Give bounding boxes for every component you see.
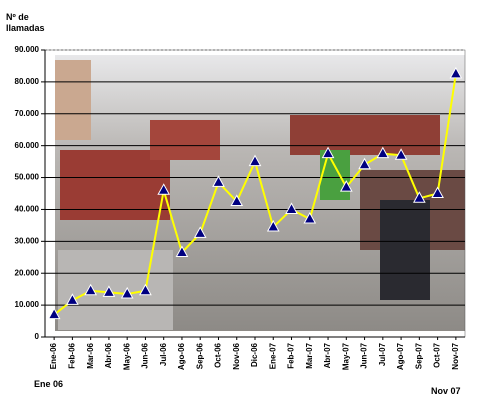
x-tick-label: Mar-06	[86, 342, 95, 368]
x-tick-label: Feb-06	[68, 342, 77, 368]
y-axis-label: Nº de llamadas	[6, 12, 45, 33]
marker	[120, 286, 134, 299]
y-tick-label: 20.000	[15, 268, 40, 277]
marker	[47, 307, 61, 320]
x-tick-label: May-07	[341, 342, 350, 370]
range-end-label: Nov 07	[431, 386, 461, 396]
y-tick-label: 40.000	[15, 205, 40, 214]
x-tick-label: Nov-07	[451, 342, 460, 369]
range-start-label: Ene 06	[34, 379, 64, 389]
x-tick-label: Jun-06	[141, 342, 150, 368]
y-tick-label: 90.000	[15, 45, 40, 54]
y-tick-label: 80.000	[15, 77, 40, 86]
x-tick-label: Abr-07	[323, 342, 332, 368]
marker	[376, 146, 390, 159]
marker	[285, 202, 298, 214]
y-tick-label: 30.000	[15, 236, 40, 245]
marker	[431, 186, 444, 198]
x-tick-label: Dic-06	[250, 342, 259, 367]
marker	[157, 183, 171, 195]
x-tick-label: Ago-06	[177, 342, 186, 370]
marker	[66, 293, 79, 305]
y-tick-label: 0	[35, 332, 40, 341]
marker	[175, 245, 189, 257]
marker	[84, 283, 97, 296]
marker	[339, 180, 353, 192]
marker	[248, 154, 262, 167]
marker	[449, 66, 463, 79]
x-tick-label: Jun-07	[360, 342, 369, 368]
x-tick-label: Jul-07	[378, 342, 387, 366]
marker	[321, 146, 335, 159]
x-tick-label: Sep-06	[195, 342, 204, 369]
x-tick-label: Mar-07	[305, 342, 314, 368]
x-tick-label: Ene-07	[268, 342, 277, 369]
marker	[102, 285, 116, 297]
marker	[394, 148, 408, 160]
x-tick-label: Sep-07	[414, 342, 423, 369]
marker	[230, 194, 244, 206]
marker	[139, 283, 152, 296]
x-tick-label: Nov-06	[232, 342, 241, 369]
marker	[358, 157, 371, 170]
x-tick-label: Jul-06	[159, 342, 168, 366]
marker	[193, 226, 207, 238]
x-tick-label: Ago-07	[396, 342, 405, 370]
marker	[303, 211, 317, 224]
y-tick-label: 70.000	[15, 109, 40, 118]
x-tick-label: Feb-07	[287, 342, 296, 368]
x-tick-label: Oct-06	[214, 342, 223, 367]
x-tick-label: Oct-07	[433, 342, 442, 367]
y-tick-label: 60.000	[15, 141, 40, 150]
marker	[413, 191, 426, 203]
x-tick-label: Ene-06	[49, 342, 58, 369]
y-tick-label: 10.000	[15, 300, 40, 309]
marker	[266, 219, 280, 232]
background-photo	[55, 55, 465, 331]
y-tick-label: 50.000	[15, 173, 40, 182]
x-tick-label: Abr-06	[104, 342, 113, 368]
x-tick-label: May-06	[122, 342, 131, 370]
marker	[212, 175, 225, 187]
